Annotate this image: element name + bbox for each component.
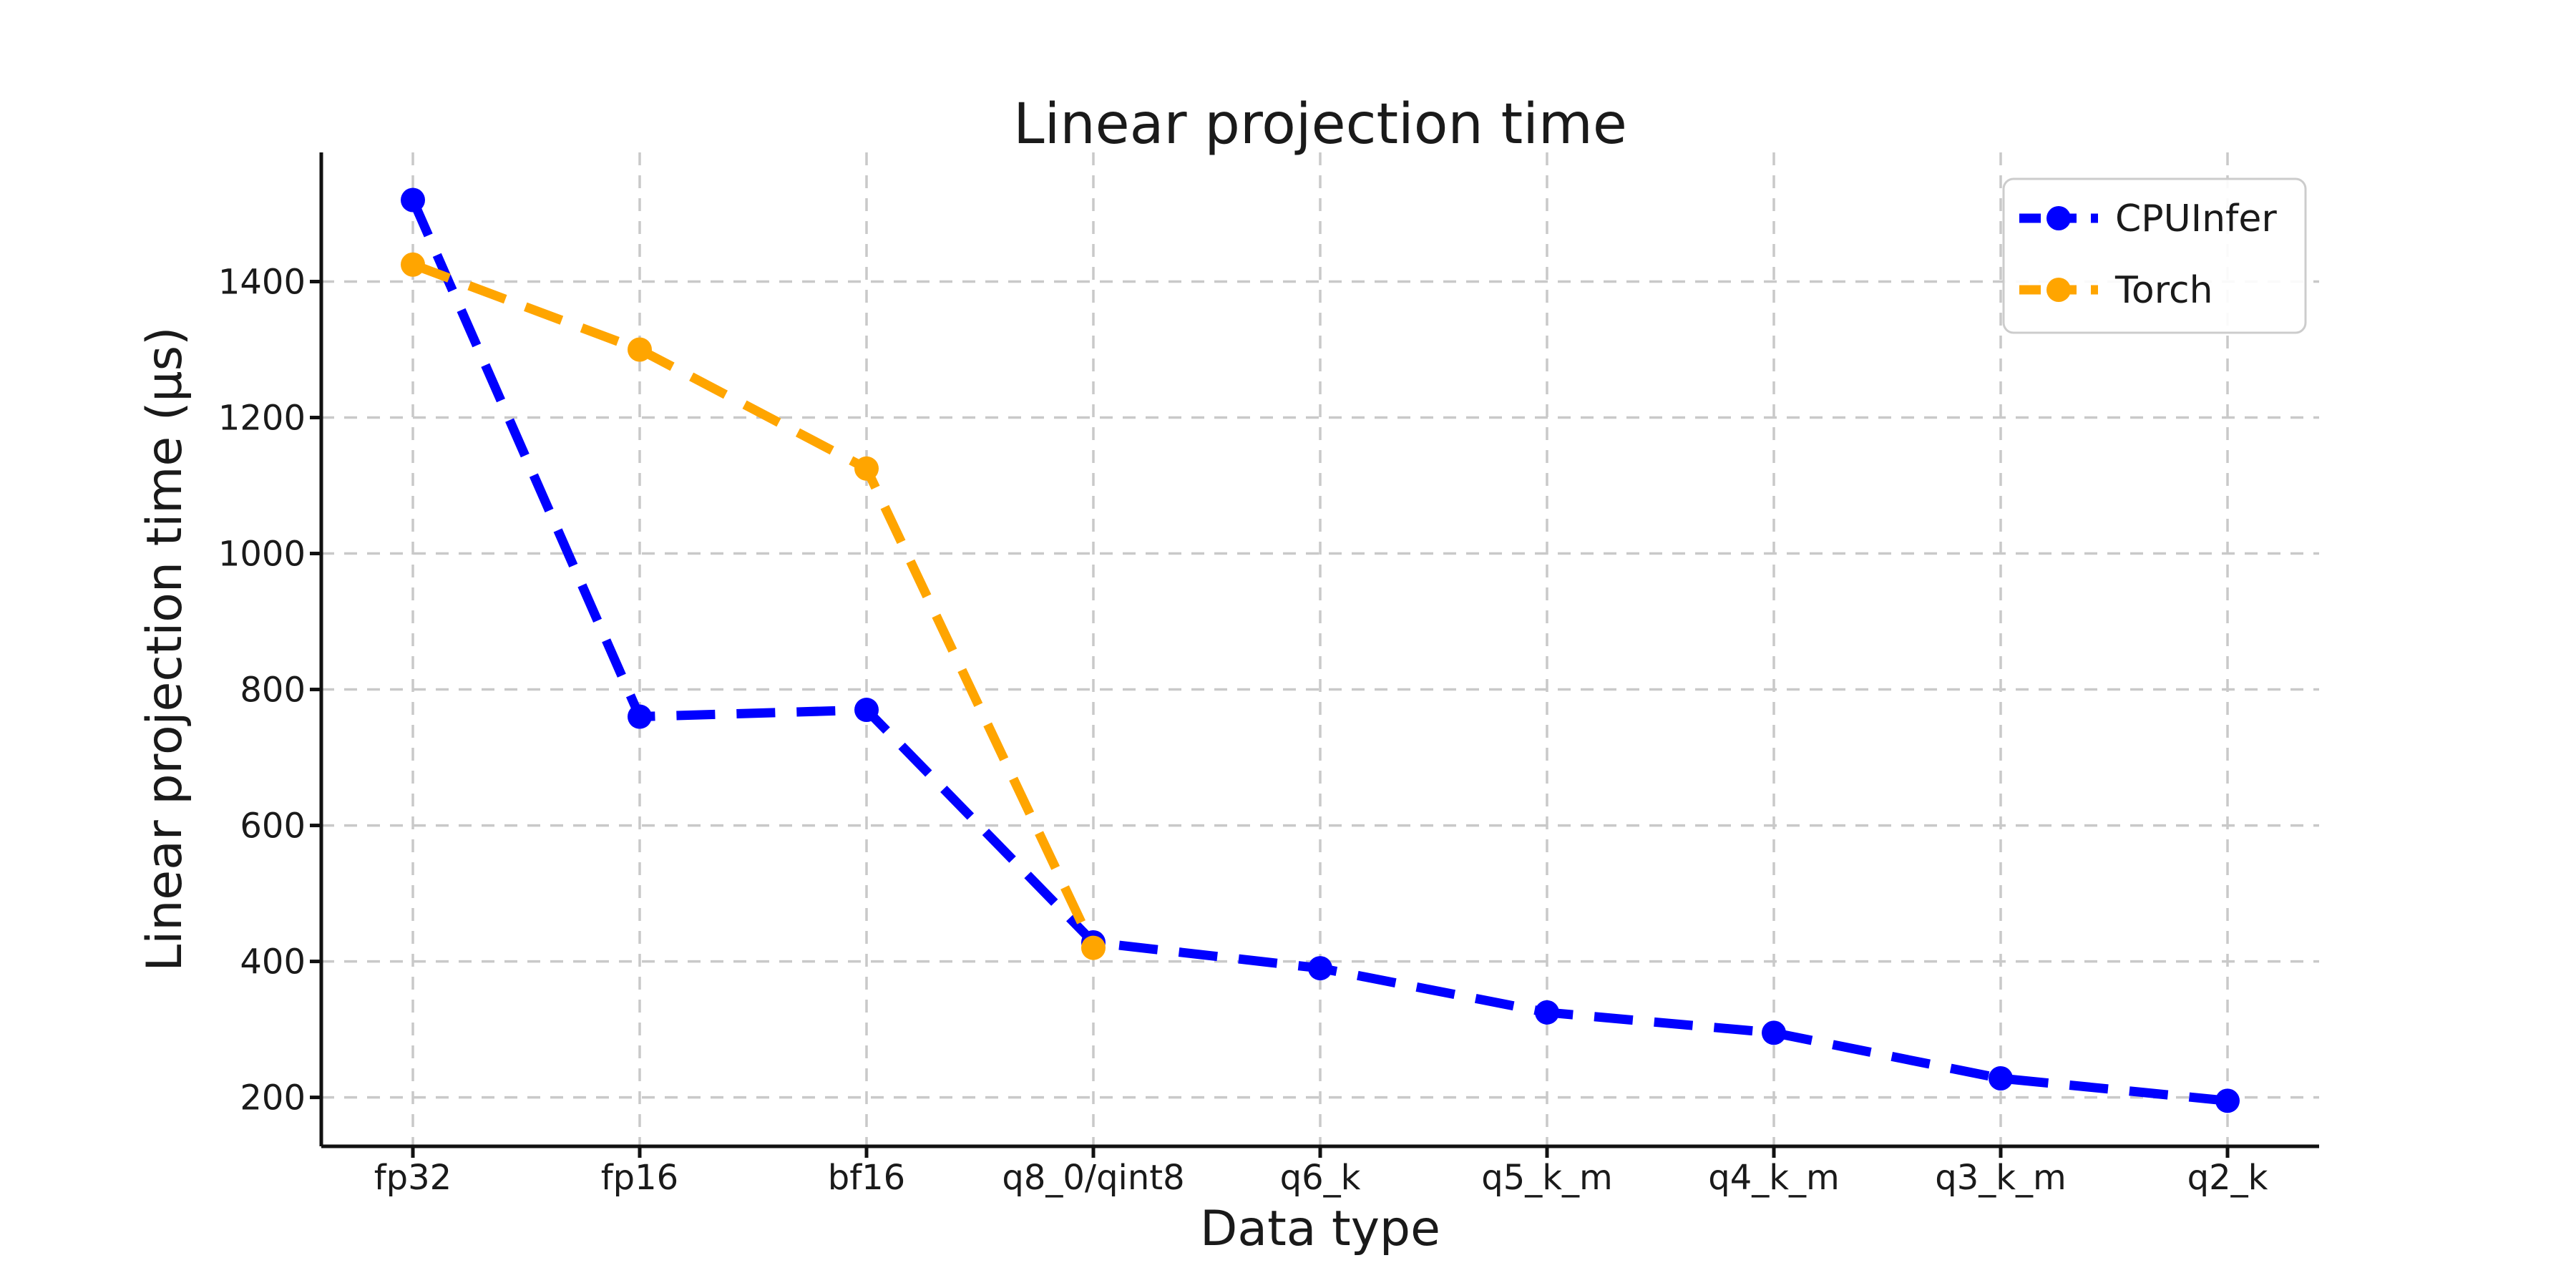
legend-marker-dot bbox=[2046, 206, 2071, 230]
axes bbox=[310, 152, 2319, 1158]
legend-entry-torch: Torch bbox=[2019, 269, 2213, 312]
y-tick-label: 1200 bbox=[218, 399, 306, 439]
x-axis-label: Data type bbox=[1200, 1201, 1440, 1257]
data-point-cpuinfer-q5_k_m bbox=[1535, 1000, 1559, 1025]
x-tick-label: q2_k bbox=[2187, 1158, 2268, 1198]
legend-entry-cpuinfer: CPUInfer bbox=[2019, 197, 2277, 240]
legend-marker-dot bbox=[2046, 278, 2071, 302]
series-torch bbox=[401, 252, 1106, 960]
data-point-cpuinfer-q2_k bbox=[2215, 1088, 2240, 1113]
x-tick-label: q5_k_m bbox=[1481, 1158, 1613, 1198]
data-point-torch-bf16 bbox=[854, 456, 879, 481]
data-point-cpuinfer-fp32 bbox=[401, 187, 425, 213]
data-point-torch-fp32 bbox=[401, 252, 425, 277]
y-tick-label: 600 bbox=[240, 806, 306, 847]
x-tick-label: q6_k bbox=[1280, 1158, 1361, 1198]
data-point-cpuinfer-bf16 bbox=[854, 698, 879, 723]
legend: CPUInfer Torch bbox=[2002, 177, 2307, 334]
data-point-torch-q8_0/qint8 bbox=[1081, 935, 1106, 960]
y-tick-label: 200 bbox=[240, 1078, 306, 1118]
data-point-cpuinfer-q4_k_m bbox=[1762, 1020, 1786, 1045]
y-axis-label: Linear projection time (µs) bbox=[137, 326, 193, 971]
series-line-torch bbox=[411, 260, 1098, 950]
x-tick-label: q3_k_m bbox=[1935, 1158, 2067, 1198]
series-cpuinfer bbox=[401, 187, 2240, 1113]
chart-title: Linear projection time bbox=[1013, 92, 1627, 157]
y-tick-label: 800 bbox=[240, 670, 306, 711]
data-point-torch-fp16 bbox=[628, 337, 652, 362]
legend-box bbox=[2002, 177, 2307, 334]
x-tick-label: bf16 bbox=[828, 1158, 905, 1198]
legend-label: Torch bbox=[2114, 269, 2213, 312]
y-tick-label: 1400 bbox=[218, 263, 306, 303]
x-tick-label: q4_k_m bbox=[1708, 1158, 1840, 1198]
legend-label: CPUInfer bbox=[2115, 197, 2277, 240]
y-tick-label: 400 bbox=[240, 942, 306, 982]
data-point-cpuinfer-q3_k_m bbox=[1989, 1065, 2013, 1091]
data-point-cpuinfer-fp16 bbox=[628, 704, 652, 729]
x-tick-label: q8_0/qint8 bbox=[1002, 1158, 1184, 1198]
x-tick-label: fp32 bbox=[374, 1158, 452, 1198]
x-tick-label: fp16 bbox=[601, 1158, 678, 1198]
data-point-cpuinfer-q6_k bbox=[1308, 956, 1332, 981]
y-tick-label: 1000 bbox=[218, 535, 306, 575]
